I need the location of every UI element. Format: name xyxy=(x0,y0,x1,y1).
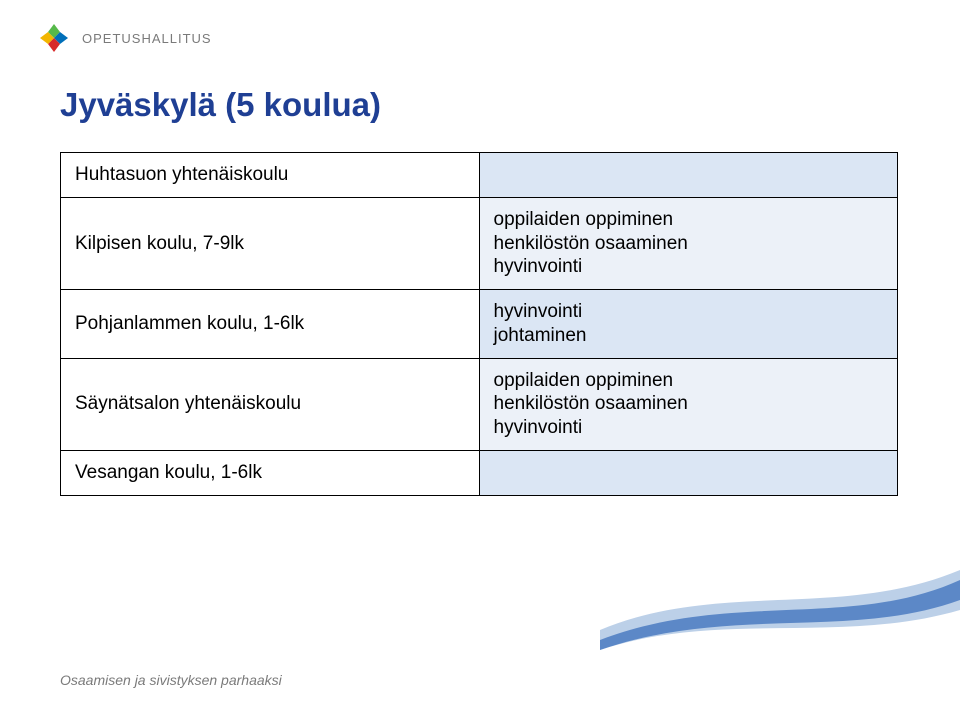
table-row: Pohjanlammen koulu, 1-6lkhyvinvointijoht… xyxy=(61,290,898,359)
school-name-cell: Huhtasuon yhtenäiskoulu xyxy=(61,153,480,198)
table-row: Säynätsalon yhtenäiskouluoppilaiden oppi… xyxy=(61,358,898,450)
schools-table: Huhtasuon yhtenäiskoulu Kilpisen koulu, … xyxy=(60,152,898,496)
detail-line: oppilaiden oppiminen xyxy=(494,208,884,232)
table-row: Kilpisen koulu, 7-9lkoppilaiden oppimine… xyxy=(61,197,898,289)
detail-line: oppilaiden oppiminen xyxy=(494,369,884,393)
detail-line: hyvinvointi xyxy=(494,255,884,279)
school-details-cell: hyvinvointijohtaminen xyxy=(479,290,898,359)
page-title: Jyväskylä (5 koulua) xyxy=(60,86,381,124)
brand-header: OPETUSHALLITUS xyxy=(38,22,212,54)
schools-table-body: Huhtasuon yhtenäiskoulu Kilpisen koulu, … xyxy=(61,153,898,496)
table-row: Huhtasuon yhtenäiskoulu xyxy=(61,153,898,198)
school-details-cell xyxy=(479,153,898,198)
detail-line: henkilöstön osaaminen xyxy=(494,232,884,256)
decorative-swoosh xyxy=(600,560,960,650)
school-name-cell: Kilpisen koulu, 7-9lk xyxy=(61,197,480,289)
school-details-cell xyxy=(479,450,898,495)
school-details-cell: oppilaiden oppiminenhenkilöstön osaamine… xyxy=(479,358,898,450)
school-details-cell: oppilaiden oppiminenhenkilöstön osaamine… xyxy=(479,197,898,289)
detail-line: hyvinvointi xyxy=(494,300,884,324)
school-name-cell: Säynätsalon yhtenäiskoulu xyxy=(61,358,480,450)
footer-tagline: Osaamisen ja sivistyksen parhaaksi xyxy=(60,672,282,688)
detail-line: hyvinvointi xyxy=(494,416,884,440)
school-name-cell: Pohjanlammen koulu, 1-6lk xyxy=(61,290,480,359)
table-row: Vesangan koulu, 1-6lk xyxy=(61,450,898,495)
slide-page: OPETUSHALLITUS Jyväskylä (5 koulua) Huht… xyxy=(0,0,960,714)
school-name-cell: Vesangan koulu, 1-6lk xyxy=(61,450,480,495)
logo-icon xyxy=(38,22,70,54)
brand-text: OPETUSHALLITUS xyxy=(82,31,212,46)
detail-line: henkilöstön osaaminen xyxy=(494,392,884,416)
detail-line: johtaminen xyxy=(494,324,884,348)
